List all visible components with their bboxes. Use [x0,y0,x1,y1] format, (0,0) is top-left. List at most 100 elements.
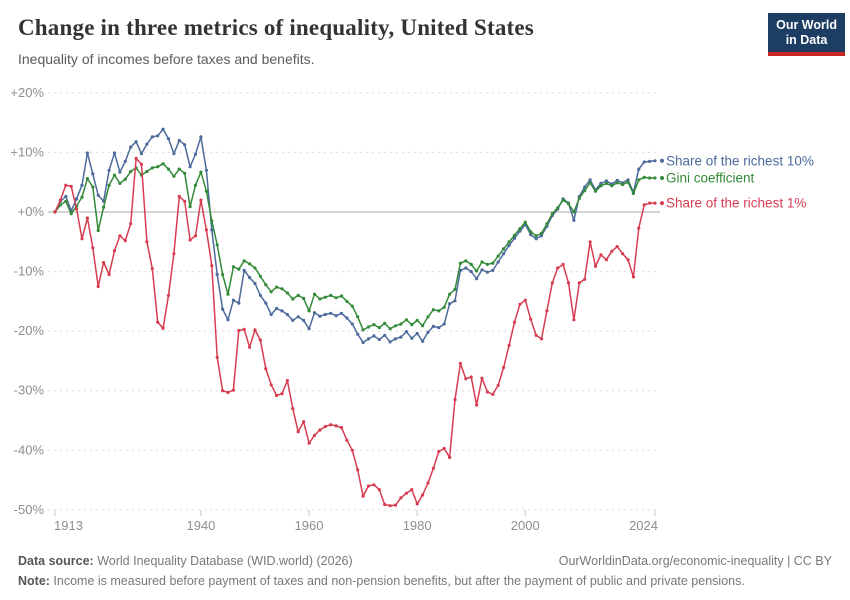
data-point [215,272,219,277]
x-tick-label: 2024 [629,518,658,533]
data-point [231,265,235,269]
data-point [550,212,554,216]
data-point [410,336,414,340]
data-point [296,430,300,434]
citation-link[interactable]: OurWorldinData.org/economic-inequality |… [558,554,832,568]
series-label[interactable]: Share of the richest 10% [666,153,814,168]
data-point [366,484,371,488]
data-point [123,159,127,163]
data-point [577,196,581,200]
data-point [653,201,657,205]
data-point [210,219,214,223]
data-point [502,365,506,370]
data-point [350,448,354,452]
data-point [399,322,403,326]
data-point [64,194,68,199]
data-point [442,322,446,326]
data-point [312,311,317,315]
data-point [172,252,176,256]
data-point [166,167,171,171]
series-line [54,128,656,344]
data-point [248,275,252,280]
owid-logo[interactable]: Our World in Data [768,13,845,56]
data-point [285,379,289,383]
data-point [248,262,252,266]
data-point [523,298,527,302]
data-point [366,337,371,341]
data-point [123,239,127,243]
data-point [291,297,295,301]
data-point [475,403,479,407]
x-axis-labels: 1913 1940 1960 1980 2000 2024 [54,509,658,533]
data-point [58,198,63,202]
data-point [393,337,398,341]
data-point [485,262,489,266]
data-point [258,274,262,278]
data-point [421,493,425,497]
data-point [204,228,208,232]
data-point [69,184,73,188]
data-point [518,302,522,306]
data-point [496,383,500,387]
data-point [334,424,338,428]
data-point [231,298,235,302]
data-point [285,291,289,295]
data-point [642,203,646,207]
data-point [80,237,84,241]
data-point [469,270,473,274]
data-point [215,355,219,359]
data-point [480,268,484,272]
data-point [334,314,338,318]
x-tick-label: 1980 [403,518,432,533]
data-point [648,176,652,180]
data-point [361,340,365,345]
data-point [258,338,262,342]
data-point [356,315,360,319]
series-label[interactable]: Gini coefficient [666,171,755,186]
data-point [258,293,262,297]
owid-logo-line1: Our World [776,18,837,32]
data-point [604,181,609,185]
data-point [275,285,279,289]
data-point [53,210,57,214]
data-point [458,261,462,265]
note-text: Income is measured before payment of tax… [49,574,745,588]
data-point [145,142,149,146]
data-point [150,166,154,170]
data-point [421,339,425,343]
data-point [399,335,403,339]
data-point [393,503,398,507]
data-point [534,333,538,337]
data-point [480,260,484,264]
data-point [226,390,230,395]
series-label[interactable]: Share of the richest 1% [666,196,806,211]
data-point [361,328,365,332]
data-point [226,292,230,296]
data-point [458,361,462,365]
data-point [491,392,495,396]
data-point [199,135,203,139]
series-label-dot [660,158,664,163]
data-point [485,270,489,274]
data-point [221,307,225,311]
data-point [610,249,614,253]
data-point [539,337,544,341]
data-point [637,178,641,182]
data-point [199,198,203,202]
data-point [329,311,333,315]
data-point [166,137,171,141]
data-point [404,491,408,495]
data-point [307,327,311,331]
y-tick-label: +20% [10,85,44,100]
data-point [177,194,181,199]
data-point [85,216,89,220]
data-point [410,323,414,327]
data-point [161,127,165,131]
series-label-dot [660,176,664,180]
data-point [112,173,117,177]
data-point [183,143,187,147]
data-point [415,318,419,322]
data-point [550,281,554,285]
data-point [388,327,392,331]
data-point [350,322,354,326]
